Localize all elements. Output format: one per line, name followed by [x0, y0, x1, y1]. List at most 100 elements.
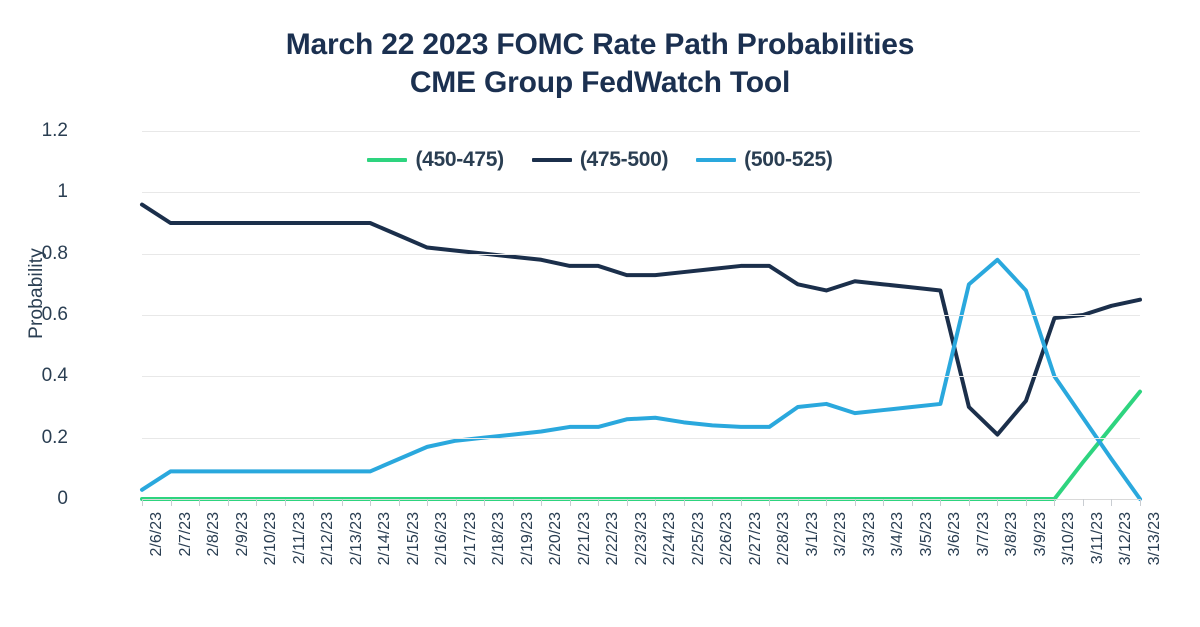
gridline: [142, 192, 1140, 194]
x-axis-tick: [1025, 499, 1027, 506]
x-axis-tick-label: 3/6/23: [946, 512, 964, 557]
x-axis-tick: [1140, 499, 1141, 506]
x-axis-tick-label: 2/23/23: [632, 512, 650, 566]
y-axis-tick-label: 0.4: [41, 365, 68, 387]
x-axis-tick: [1054, 499, 1056, 506]
x-axis-tick-label: 2/6/23: [148, 512, 165, 557]
x-axis-tick: [740, 499, 742, 506]
y-axis-tick-label: 1.2: [41, 120, 68, 141]
x-axis-tick: [655, 499, 657, 506]
x-axis-tick: [313, 499, 315, 506]
x-axis-tick: [455, 499, 457, 506]
y-axis-tick-label: 0.2: [41, 426, 68, 448]
y-axis-tick-label: 1: [57, 181, 68, 203]
x-axis-tick: [712, 499, 714, 506]
series-line-2: [142, 260, 1140, 499]
gridline: [142, 499, 1140, 500]
chart-title-line-1: March 22 2023 FOMC Rate Path Probabiliti…: [285, 28, 915, 61]
x-axis-tick: [227, 499, 229, 506]
x-axis-tick-label: 3/7/23: [974, 512, 992, 557]
x-axis-tick: [256, 499, 258, 506]
x-axis-tick: [968, 499, 970, 506]
legend-item-label: (450-475): [415, 148, 504, 171]
x-axis-tick: [626, 499, 628, 506]
x-axis-tick: [170, 499, 172, 506]
x-axis-tick-label: 3/2/23: [832, 512, 850, 557]
gridline: [142, 437, 1140, 439]
x-axis-tick-label: 3/5/23: [917, 512, 935, 557]
x-axis-tick-label: 2/17/23: [461, 512, 479, 566]
chart-title: March 22 2023 FOMC Rate Path Probabiliti…: [0, 26, 1200, 103]
x-axis-tick: [598, 499, 600, 506]
x-axis-tick: [769, 499, 771, 506]
legend-swatch-icon: [531, 158, 572, 162]
x-axis-tick-label: 2/18/23: [490, 512, 508, 566]
x-axis-tick: [398, 499, 400, 506]
x-axis-tick-label: 3/11/23: [1088, 512, 1106, 565]
gridline: [142, 131, 1140, 132]
legend-item-1[interactable]: (475-500): [531, 148, 669, 172]
x-axis-labels: 2/6/23 2/7/23 2/8/23 2/9/23 2/10/23 2/11/23 2/…: [142, 508, 1163, 618]
x-axis-tick: [341, 499, 343, 506]
x-axis-tick: [797, 499, 799, 506]
x-axis-tick-label: 2/28/23: [775, 512, 793, 566]
x-axis-tick-label: 3/13/23: [1146, 512, 1163, 566]
x-axis-tick: [854, 499, 856, 506]
x-axis-tick-label: 3/3/23: [860, 512, 878, 557]
x-axis-tick-label: 2/11/23: [290, 512, 308, 565]
x-axis-tick-label: 2/27/23: [746, 512, 764, 566]
x-axis-tick: [911, 499, 913, 506]
x-axis-tick: [883, 499, 885, 506]
x-axis-tick-label: 2/25/23: [689, 512, 707, 566]
x-axis-tick-label: 2/26/23: [718, 512, 736, 566]
x-axis-tick: [569, 499, 571, 506]
x-axis-tick: [512, 499, 514, 506]
x-axis-tick: [142, 499, 143, 506]
x-axis-tick-label: 3/9/23: [1031, 512, 1049, 557]
x-axis-tick-label: 2/15/23: [404, 512, 422, 566]
x-axis-tick-label: 2/14/23: [376, 512, 394, 566]
x-axis-tick-label: 3/12/23: [1117, 512, 1135, 566]
plot-area: 0 0.2 0.4 0.6 0.8 1 1.2: [42, 120, 1140, 509]
x-axis-tick-label: 3/4/23: [889, 512, 907, 557]
x-axis-tick-label: 2/21/23: [575, 512, 593, 566]
x-axis-tick-label: 2/19/23: [518, 512, 536, 566]
x-axis-tick: [370, 499, 372, 506]
x-axis-tick-label: 2/24/23: [661, 512, 679, 566]
x-axis-tick: [1111, 499, 1113, 506]
x-axis-tick: [826, 499, 828, 506]
x-axis-tick-label: 3/1/23: [803, 512, 821, 557]
x-axis-tick-label: 3/8/23: [1003, 512, 1021, 557]
x-axis-tick-label: 2/16/23: [433, 512, 451, 566]
y-axis-tick-label: 0: [57, 488, 68, 509]
y-axis-tick-label: 0.6: [41, 304, 68, 325]
x-axis-tick: [427, 499, 429, 506]
x-axis-tick-label: 2/9/23: [233, 512, 251, 557]
gridline: [142, 376, 1140, 378]
legend-swatch-icon: [696, 158, 737, 162]
x-axis-tick: [1082, 499, 1084, 506]
chart-title-line-2: CME Group FedWatch Tool: [409, 66, 791, 100]
legend-item-0[interactable]: (450-475): [367, 148, 504, 172]
series-line-0: [142, 392, 1140, 499]
x-axis-tick: [284, 499, 286, 506]
x-axis-tick-label: 2/22/23: [604, 512, 622, 566]
x-axis-tick: [683, 499, 685, 506]
x-axis-tick-label: 2/8/23: [205, 512, 223, 557]
legend-item-label: (475-500): [579, 148, 669, 171]
x-axis-tick: [484, 499, 486, 506]
x-axis-tick: [199, 499, 201, 506]
x-axis-tick-label: 3/10/23: [1060, 512, 1078, 566]
y-axis-tick-label: 0.8: [41, 242, 68, 264]
legend-item-2[interactable]: (500-525): [696, 148, 833, 172]
gridline: [142, 315, 1140, 316]
x-axis-tick-label: 2/10/23: [262, 512, 280, 566]
x-axis-tick: [940, 499, 942, 506]
series-line-1: [142, 205, 1140, 435]
legend-swatch-icon: [367, 158, 408, 162]
x-axis-tick: [997, 499, 999, 506]
x-axis-ticks: [142, 499, 1141, 509]
x-axis-tick-label: 2/13/23: [347, 512, 365, 566]
x-axis-tick-label: 2/7/23: [176, 512, 194, 557]
